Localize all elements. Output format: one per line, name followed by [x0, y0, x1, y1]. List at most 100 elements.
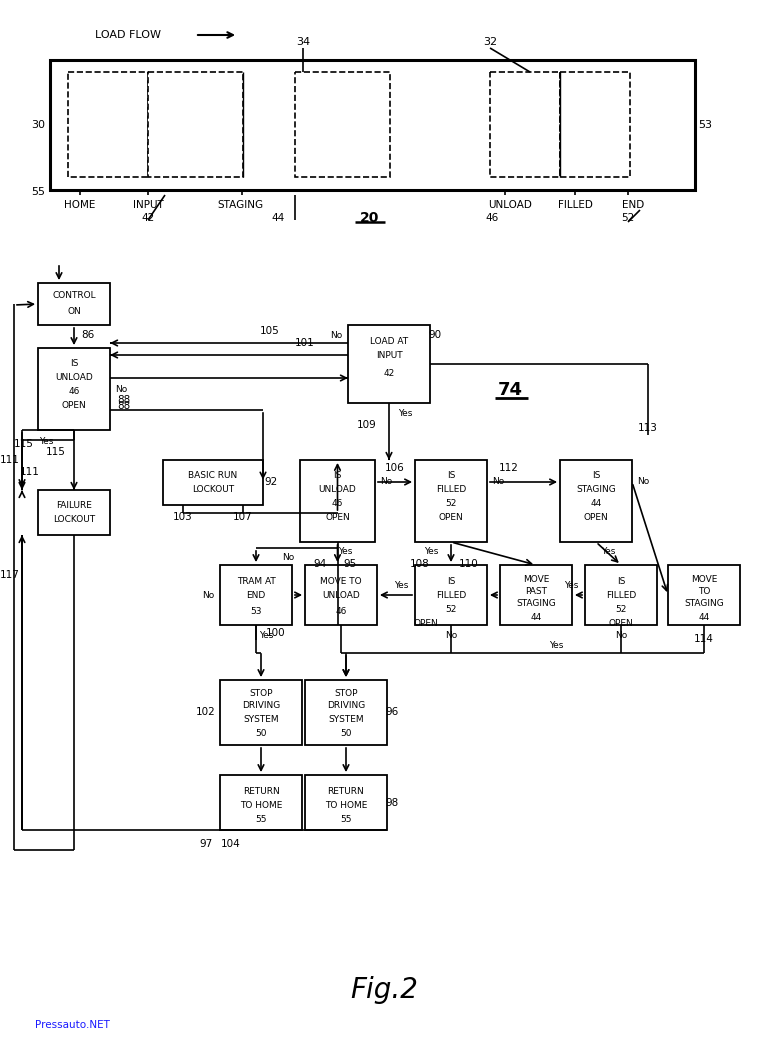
Text: PAST: PAST: [525, 586, 547, 595]
Text: SYSTEM: SYSTEM: [328, 716, 364, 724]
Text: FAILURE: FAILURE: [56, 501, 92, 509]
Text: 115: 115: [46, 447, 66, 457]
Text: ON: ON: [67, 307, 81, 316]
Text: 92: 92: [264, 477, 277, 487]
Text: STAGING: STAGING: [217, 199, 263, 210]
Text: STOP: STOP: [334, 690, 358, 698]
Text: 110: 110: [459, 559, 479, 569]
Text: IS: IS: [447, 577, 455, 586]
Text: TRAM AT: TRAM AT: [237, 577, 276, 586]
Text: IS: IS: [447, 472, 455, 480]
Bar: [50, 60, 695, 190]
Text: UNLOAD: UNLOAD: [55, 373, 93, 382]
Text: 101: 101: [295, 338, 315, 348]
Text: No: No: [282, 553, 294, 561]
Text: IS: IS: [617, 577, 625, 586]
Text: IS: IS: [592, 472, 600, 480]
Text: 96: 96: [386, 707, 399, 717]
Text: No: No: [445, 631, 457, 639]
Text: 117: 117: [0, 570, 20, 580]
Text: UNLOAD: UNLOAD: [319, 485, 356, 495]
Text: 42: 42: [383, 369, 395, 377]
Text: 46: 46: [332, 500, 343, 508]
Text: 55: 55: [340, 815, 352, 824]
Text: 94: 94: [313, 559, 326, 569]
Text: 103: 103: [173, 512, 193, 522]
Text: IS: IS: [333, 472, 342, 480]
Text: LOCKOUT: LOCKOUT: [53, 515, 95, 525]
Text: No: No: [115, 385, 127, 395]
Text: 114: 114: [694, 634, 714, 644]
Text: 32: 32: [483, 37, 497, 47]
Text: END: END: [247, 590, 266, 600]
Bar: [220, 565, 292, 625]
Text: TO: TO: [698, 586, 710, 595]
Bar: [38, 490, 110, 535]
Bar: [560, 72, 630, 177]
Text: 53: 53: [250, 607, 262, 615]
Text: Yes: Yes: [424, 548, 439, 557]
Text: 100: 100: [266, 628, 286, 638]
Text: 95: 95: [343, 559, 356, 569]
Text: FILLED: FILLED: [436, 485, 466, 495]
Text: STAGING: STAGING: [576, 485, 616, 495]
Text: STAGING: STAGING: [516, 600, 556, 609]
Text: MOVE TO: MOVE TO: [320, 577, 362, 586]
Text: 113: 113: [638, 423, 658, 433]
Text: 55: 55: [255, 815, 266, 824]
Text: 52: 52: [621, 213, 634, 223]
Text: UNLOAD: UNLOAD: [488, 199, 532, 210]
Text: UNLOAD: UNLOAD: [322, 590, 360, 600]
Text: 97: 97: [200, 840, 213, 849]
Text: FILLED: FILLED: [606, 590, 636, 600]
Text: 52: 52: [445, 605, 457, 613]
Bar: [38, 283, 110, 325]
Text: 90: 90: [429, 330, 442, 340]
Text: No: No: [637, 478, 649, 486]
Text: 44: 44: [531, 613, 541, 621]
Text: 44: 44: [271, 213, 285, 223]
Text: Yes: Yes: [398, 408, 412, 418]
Text: No: No: [380, 478, 392, 486]
Text: No: No: [330, 330, 342, 340]
Text: LOAD FLOW: LOAD FLOW: [95, 30, 161, 39]
Text: Pressauto.NET: Pressauto.NET: [35, 1020, 110, 1030]
Text: LOAD AT: LOAD AT: [370, 338, 408, 346]
Text: 111: 111: [20, 467, 40, 477]
Bar: [220, 775, 302, 830]
Text: OPEN: OPEN: [414, 618, 439, 628]
Text: MOVE: MOVE: [690, 575, 717, 584]
Bar: [585, 565, 657, 625]
Text: 34: 34: [296, 37, 310, 47]
Text: INPUT: INPUT: [376, 351, 402, 361]
Text: 109: 109: [357, 420, 377, 430]
Text: No: No: [202, 590, 214, 600]
Text: 20: 20: [360, 211, 379, 225]
Bar: [68, 72, 148, 177]
Text: 52: 52: [445, 500, 457, 508]
Text: Yes: Yes: [564, 581, 578, 589]
Text: 106: 106: [385, 463, 405, 473]
Text: 46: 46: [68, 388, 80, 397]
Text: 88: 88: [118, 401, 131, 411]
Text: TO HOME: TO HOME: [325, 800, 367, 809]
Bar: [348, 325, 430, 403]
Text: FILLED: FILLED: [558, 199, 592, 210]
Text: 108: 108: [410, 559, 430, 569]
Text: HOME: HOME: [65, 199, 96, 210]
Text: Yes: Yes: [601, 548, 615, 557]
Text: DRIVING: DRIVING: [242, 701, 280, 711]
Text: 111: 111: [0, 455, 20, 465]
Bar: [500, 565, 572, 625]
Text: Yes: Yes: [394, 581, 408, 589]
Bar: [415, 565, 487, 625]
Text: 53: 53: [698, 119, 712, 130]
Text: 46: 46: [485, 213, 498, 223]
Text: 55: 55: [31, 187, 45, 197]
Text: Yes: Yes: [339, 548, 353, 557]
Text: RETURN: RETURN: [243, 787, 280, 796]
Text: 74: 74: [498, 381, 522, 399]
Text: DRIVING: DRIVING: [327, 701, 365, 711]
Text: TO HOME: TO HOME: [240, 800, 282, 809]
Text: Fig.2: Fig.2: [350, 976, 418, 1004]
